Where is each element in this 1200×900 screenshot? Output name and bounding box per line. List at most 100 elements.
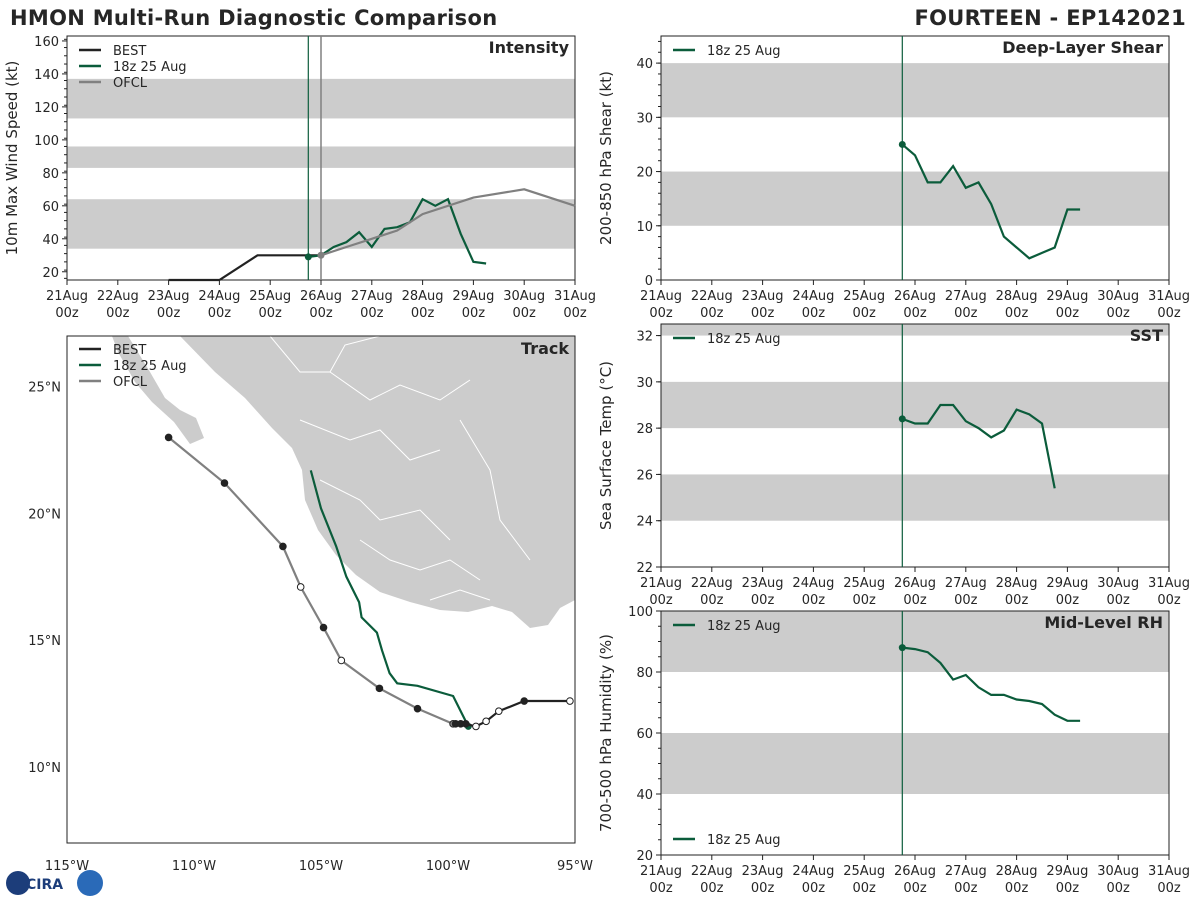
series-line-best (168, 254, 321, 282)
x-tick-hour: 00z (106, 306, 130, 321)
series-line-18z-25-aug (901, 143, 1081, 260)
x-tick-date: 27Aug (945, 864, 987, 879)
x-tick-date: 25Aug (249, 289, 291, 304)
x-tick-date: 25Aug (843, 576, 885, 591)
track-point (566, 697, 574, 705)
x-tick-date: 30Aug (1097, 289, 1139, 304)
track-point (451, 720, 460, 728)
x-tick-date: 22Aug (691, 576, 733, 591)
map-lon-label: 100°W (426, 859, 470, 874)
x-tick-date: 21Aug (46, 289, 88, 304)
legend-label: OFCL (113, 76, 148, 91)
x-tick-hour: 00z (1005, 306, 1029, 321)
y-tick-label: 140 (34, 68, 59, 83)
map-lon-label: 95°W (557, 859, 593, 874)
x-tick-hour: 00z (751, 881, 775, 896)
series-line-18z-25-aug (308, 197, 487, 265)
x-tick-date: 24Aug (792, 576, 834, 591)
cira-logo: CIRA (6, 870, 103, 896)
x-tick-date: 21Aug (640, 289, 682, 304)
x-tick-hour: 00z (954, 306, 978, 321)
y-tick-label: 24 (636, 515, 653, 530)
x-tick-hour: 00z (1005, 593, 1029, 608)
map-lon-label: 110°W (172, 859, 216, 874)
panel-title: SST (1130, 326, 1163, 345)
threshold-band (661, 171, 1169, 226)
x-tick-date: 24Aug (792, 289, 834, 304)
figure-title: HMON Multi-Run Diagnostic Comparison (10, 6, 498, 30)
map-lat-label: 10°N (28, 761, 61, 776)
series-line-18z-25-aug (902, 646, 1081, 722)
x-tick-hour: 00z (853, 306, 877, 321)
track-point (220, 479, 229, 487)
y-tick-label: 26 (636, 468, 653, 483)
x-tick-date: 26Aug (300, 289, 342, 304)
map-lat-label: 25°N (28, 381, 61, 396)
x-tick-hour: 00z (751, 306, 775, 321)
y-tick-label: 30 (636, 111, 653, 126)
y-axis-label: 700-500 hPa Humidity (%) (597, 634, 615, 832)
x-tick-hour: 00z (853, 881, 877, 896)
x-tick-date: 21Aug (640, 576, 682, 591)
logo-globe-icon (6, 871, 30, 895)
series-init-point (304, 253, 312, 261)
x-tick-hour: 00z (802, 593, 826, 608)
x-tick-date: 22Aug (691, 864, 733, 879)
x-tick-date: 28Aug (996, 864, 1038, 879)
y-tick-label: 30 (636, 376, 653, 391)
track-line-18z-25-aug (309, 470, 470, 727)
x-tick-date: 29Aug (1046, 576, 1088, 591)
threshold-band (661, 381, 1169, 429)
x-tick-date: 23Aug (148, 289, 190, 304)
x-tick-hour: 00z (954, 593, 978, 608)
x-tick-date: 23Aug (742, 864, 784, 879)
x-tick-hour: 00z (1056, 593, 1080, 608)
y-tick-label: 80 (636, 666, 653, 681)
x-tick-hour: 00z (700, 306, 724, 321)
x-tick-hour: 00z (411, 306, 435, 321)
x-tick-hour: 00z (360, 306, 384, 321)
legend-label: 18z 25 Aug (707, 44, 781, 59)
x-tick-date: 31Aug (554, 289, 596, 304)
x-tick-hour: 00z (513, 306, 537, 321)
axes-frame (660, 323, 1170, 568)
track-point (375, 684, 384, 693)
y-tick-label: 40 (636, 788, 653, 803)
panel-title: Track (521, 339, 569, 358)
x-tick-hour: 00z (954, 881, 978, 896)
x-tick-date: 22Aug (691, 289, 733, 304)
map-land (112, 336, 575, 628)
legend-label: BEST (113, 44, 146, 59)
x-tick-date: 23Aug (742, 289, 784, 304)
y-tick-label: 100 (34, 134, 59, 149)
y-tick-label: 160 (34, 35, 59, 50)
x-tick-hour: 00z (1056, 306, 1080, 321)
panel-title: Mid-Level RH (1044, 613, 1163, 632)
x-tick-date: 31Aug (1148, 864, 1190, 879)
x-tick-hour: 00z (1157, 593, 1181, 608)
track-point (319, 623, 328, 632)
y-tick-label: 20 (636, 849, 653, 864)
map-lon-label: 115°W (45, 859, 89, 874)
x-tick-hour: 00z (802, 881, 826, 896)
x-tick-hour: 00z (1107, 881, 1131, 896)
x-tick-hour: 00z (751, 593, 775, 608)
x-tick-hour: 00z (563, 306, 587, 321)
legend-label: 18z 25 Aug (707, 833, 781, 848)
x-tick-hour: 00z (700, 881, 724, 896)
x-tick-hour: 00z (700, 593, 724, 608)
map-lat-label: 15°N (28, 634, 61, 649)
x-tick-date: 30Aug (503, 289, 545, 304)
y-tick-label: 100 (628, 605, 653, 620)
legend-label: 18z 25 Aug (113, 359, 187, 374)
y-axis-label: 10m Max Wind Speed (kt) (3, 61, 21, 256)
legend-label: BEST (113, 343, 146, 358)
panel-track: 115°W 110°W 105°W 100°W 95°W 10°N 15°N 20°N 25°N… (28, 335, 593, 874)
x-tick-date: 25Aug (843, 864, 885, 879)
x-tick-hour: 00z (903, 593, 927, 608)
x-tick-date: 27Aug (351, 289, 393, 304)
panel-title: Intensity (489, 38, 570, 57)
x-tick-hour: 00z (1107, 306, 1131, 321)
x-tick-date: 27Aug (945, 289, 987, 304)
track-point (296, 583, 305, 591)
